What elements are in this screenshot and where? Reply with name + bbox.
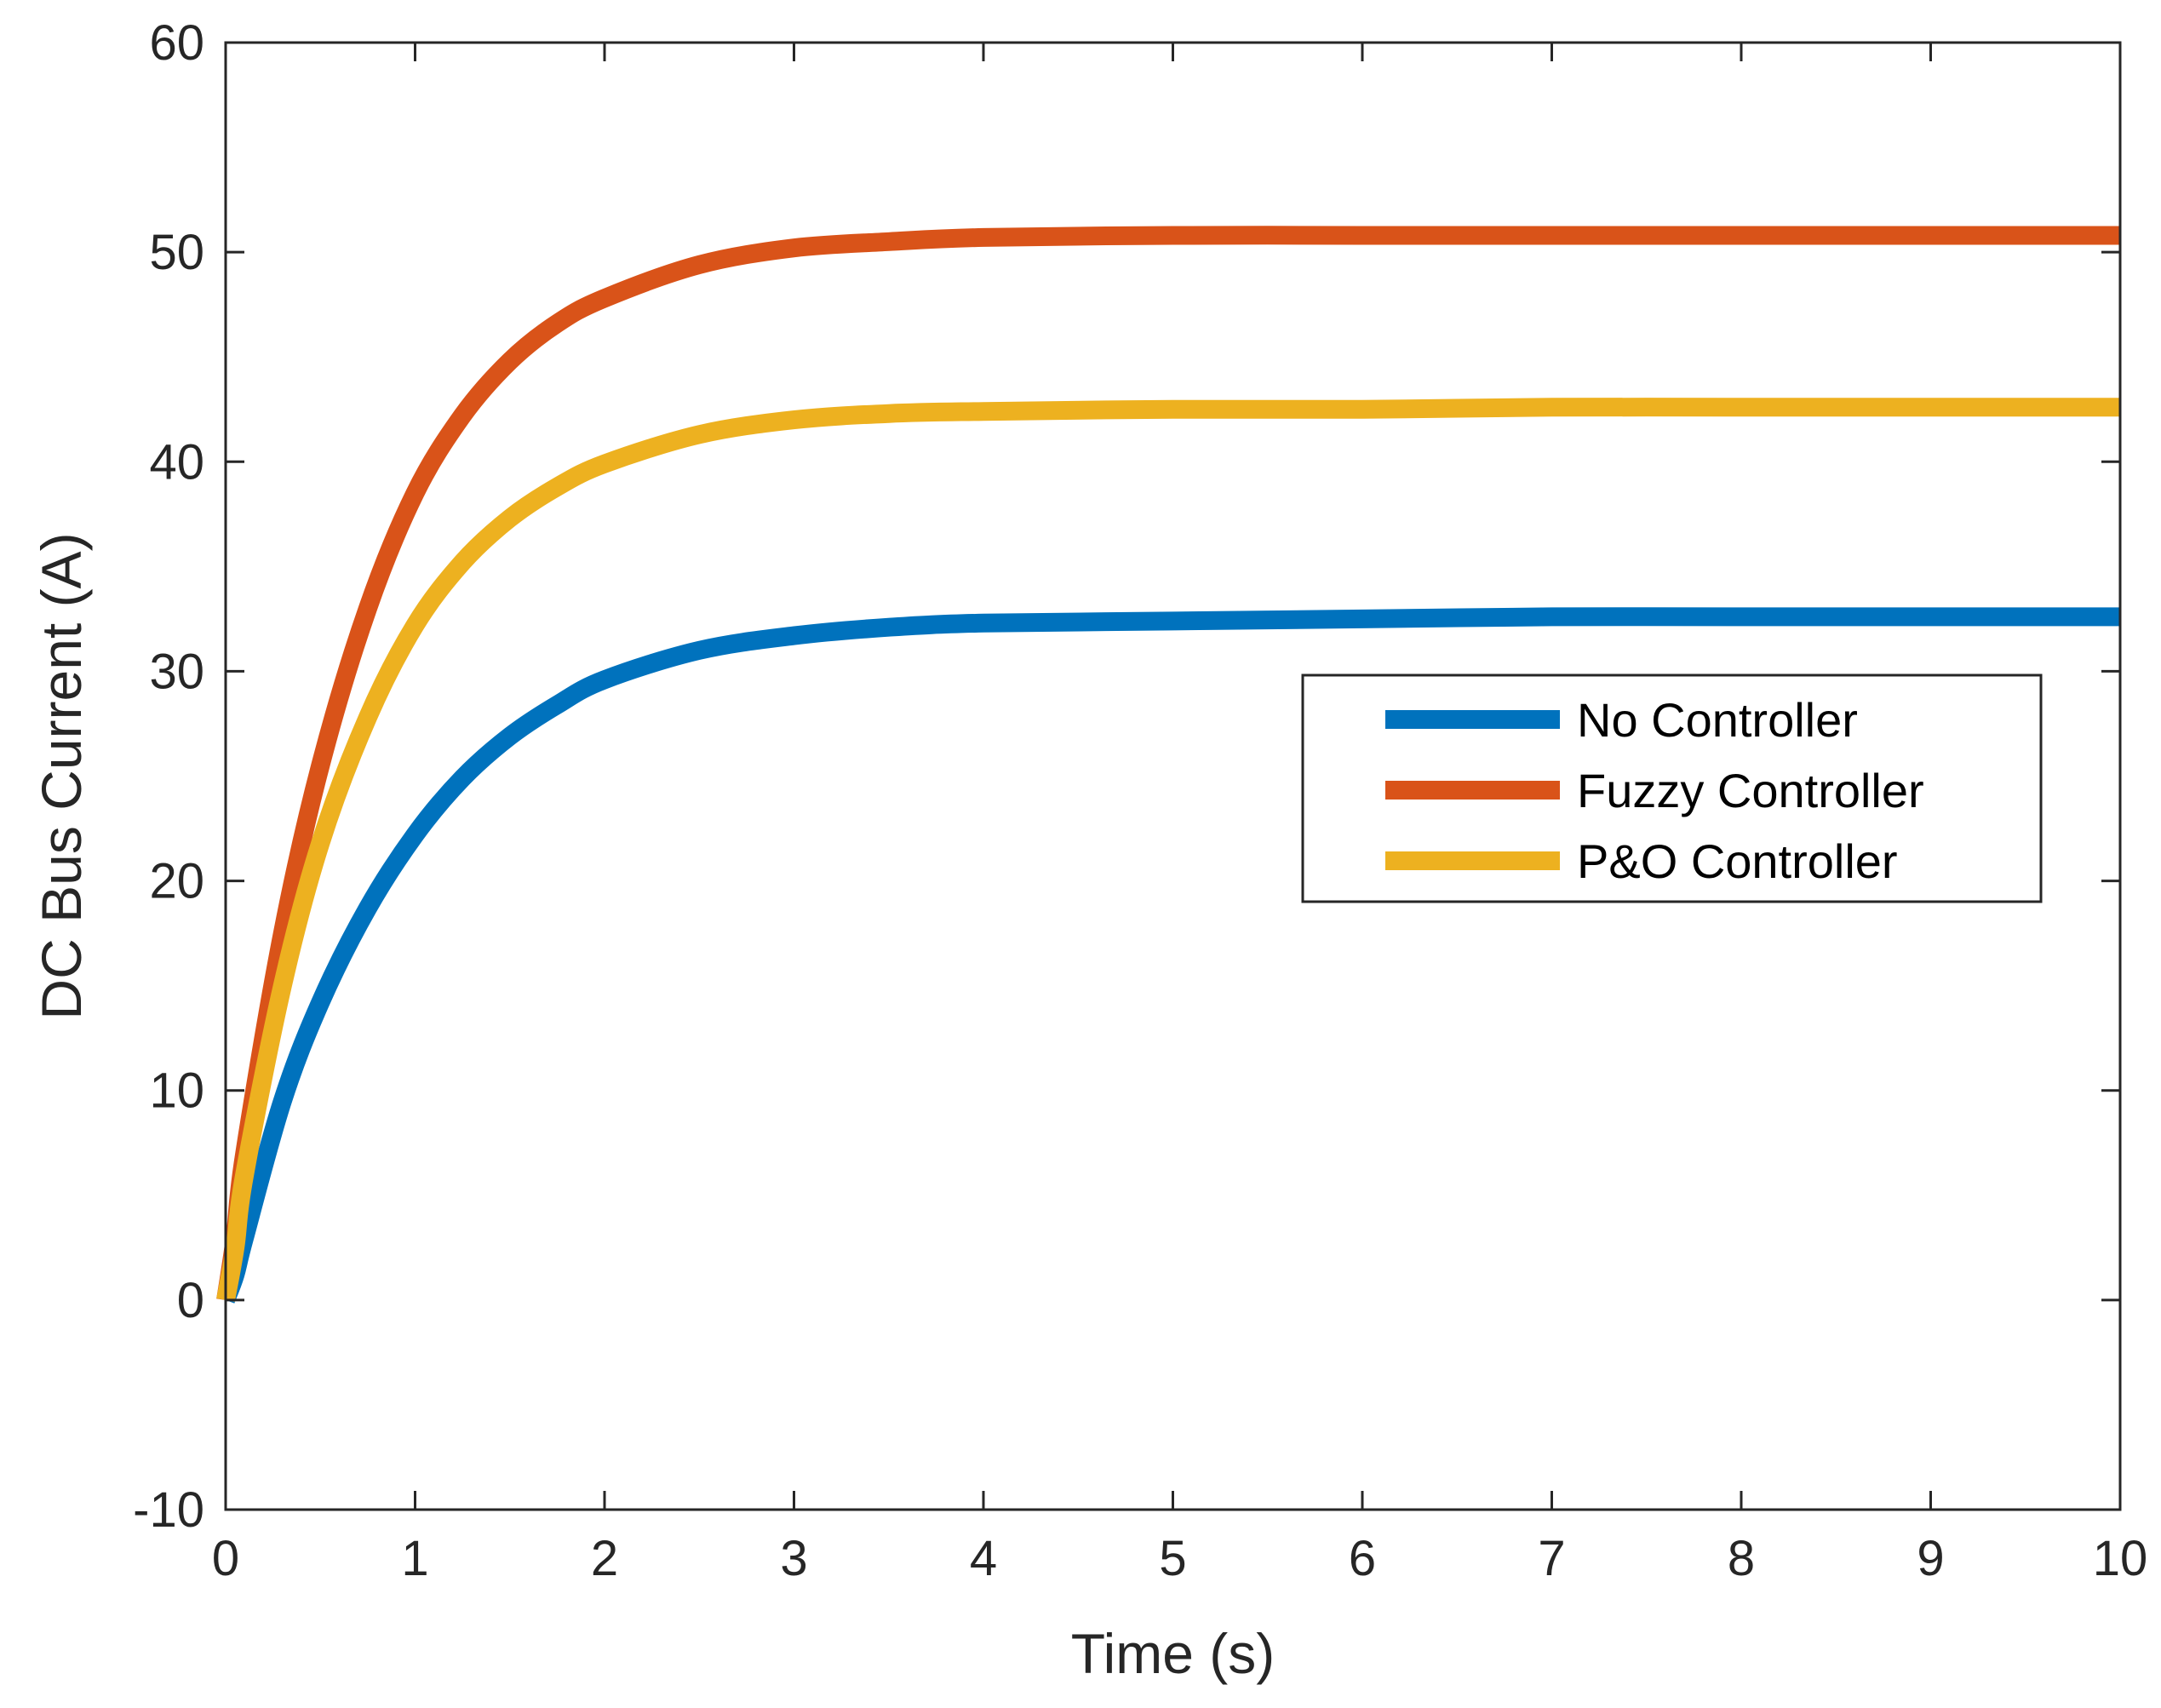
y-tick-label: 0 bbox=[177, 1273, 204, 1328]
series-layer bbox=[216, 226, 2120, 1304]
x-tick-label: 0 bbox=[212, 1531, 239, 1586]
x-axis-title: Time (s) bbox=[1071, 1622, 1275, 1685]
x-tick-label: 9 bbox=[1917, 1531, 1944, 1586]
legend-label-1: Fuzzy Controller bbox=[1577, 764, 1924, 817]
y-axis-title: DC Bus Current (A) bbox=[30, 532, 93, 1019]
legend-label-2: P&O Controller bbox=[1577, 834, 1898, 888]
x-tick-label: 4 bbox=[970, 1531, 997, 1586]
y-tick-label: 40 bbox=[149, 434, 204, 490]
y-tick-label: 10 bbox=[149, 1063, 204, 1119]
series-line-2 bbox=[216, 398, 2120, 1302]
legend-entries: No Controller Fuzzy Controller P&O Control… bbox=[1385, 693, 1924, 888]
x-tick-label: 8 bbox=[1728, 1531, 1755, 1586]
y-tick-label: 20 bbox=[149, 854, 204, 909]
x-tick-label: 2 bbox=[591, 1531, 618, 1586]
y-tick-label: 50 bbox=[149, 225, 204, 280]
series-line-0 bbox=[216, 607, 2120, 1304]
x-tick-label: 3 bbox=[780, 1531, 807, 1586]
legend: No Controller Fuzzy Controller P&O Control… bbox=[1301, 673, 2043, 903]
x-tick-label: 6 bbox=[1349, 1531, 1376, 1586]
x-tick-label: 5 bbox=[1159, 1531, 1186, 1586]
y-tick-label: 30 bbox=[149, 644, 204, 699]
x-tick-label: 1 bbox=[401, 1531, 428, 1586]
x-tick-label: 7 bbox=[1538, 1531, 1565, 1586]
y-tick-label: 60 bbox=[149, 15, 204, 71]
x-tick-label: 10 bbox=[2093, 1531, 2148, 1586]
series-line-1 bbox=[216, 226, 2120, 1302]
y-tick-label: -10 bbox=[133, 1482, 204, 1538]
legend-label-0: No Controller bbox=[1577, 693, 1858, 747]
